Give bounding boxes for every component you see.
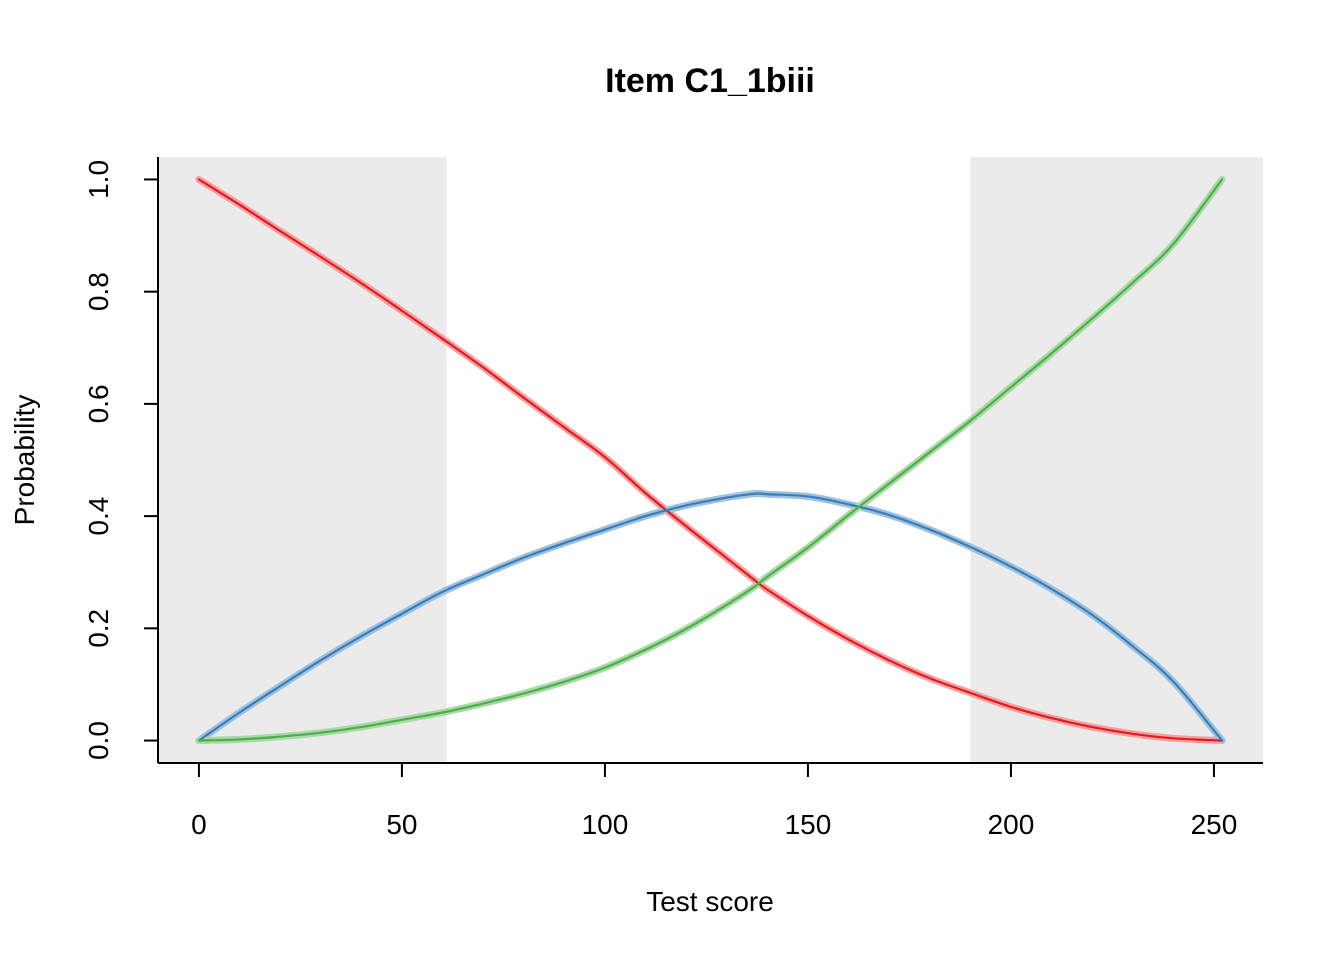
series-1-line <box>197 178 1224 742</box>
x-tick-label-150: 150 <box>785 809 832 840</box>
y-tick-label-0: 0.0 <box>83 721 114 760</box>
axes <box>157 157 1263 764</box>
x-tick-label-100: 100 <box>582 809 629 840</box>
y-tick-label-5: 1.0 <box>83 160 114 199</box>
y-tick-label-1: 0.2 <box>83 609 114 648</box>
shaded-region-2 <box>970 157 1263 763</box>
series-lines <box>197 178 1224 742</box>
series-2-line <box>197 492 1224 742</box>
x-tick-label-250: 250 <box>1191 809 1238 840</box>
y-axis-label: Probability <box>9 395 40 526</box>
y-axis-ticks: 0.0 0.2 0.4 0.6 0.8 1.0 <box>83 160 158 760</box>
x-tick-label-0: 0 <box>191 809 207 840</box>
x-tick-label-50: 50 <box>386 809 417 840</box>
series-3-line <box>197 178 1224 742</box>
y-tick-label-3: 0.6 <box>83 384 114 423</box>
chart-title: Item C1_1biii <box>605 62 815 100</box>
x-axis-label: Test score <box>646 886 774 917</box>
x-tick-label-200: 200 <box>988 809 1035 840</box>
shaded-region-1 <box>158 157 447 763</box>
x-axis-ticks: 0 50 100 150 200 250 <box>191 763 1237 840</box>
y-tick-label-4: 0.8 <box>83 272 114 311</box>
shaded-regions <box>158 157 1263 763</box>
y-tick-label-2: 0.4 <box>83 497 114 536</box>
